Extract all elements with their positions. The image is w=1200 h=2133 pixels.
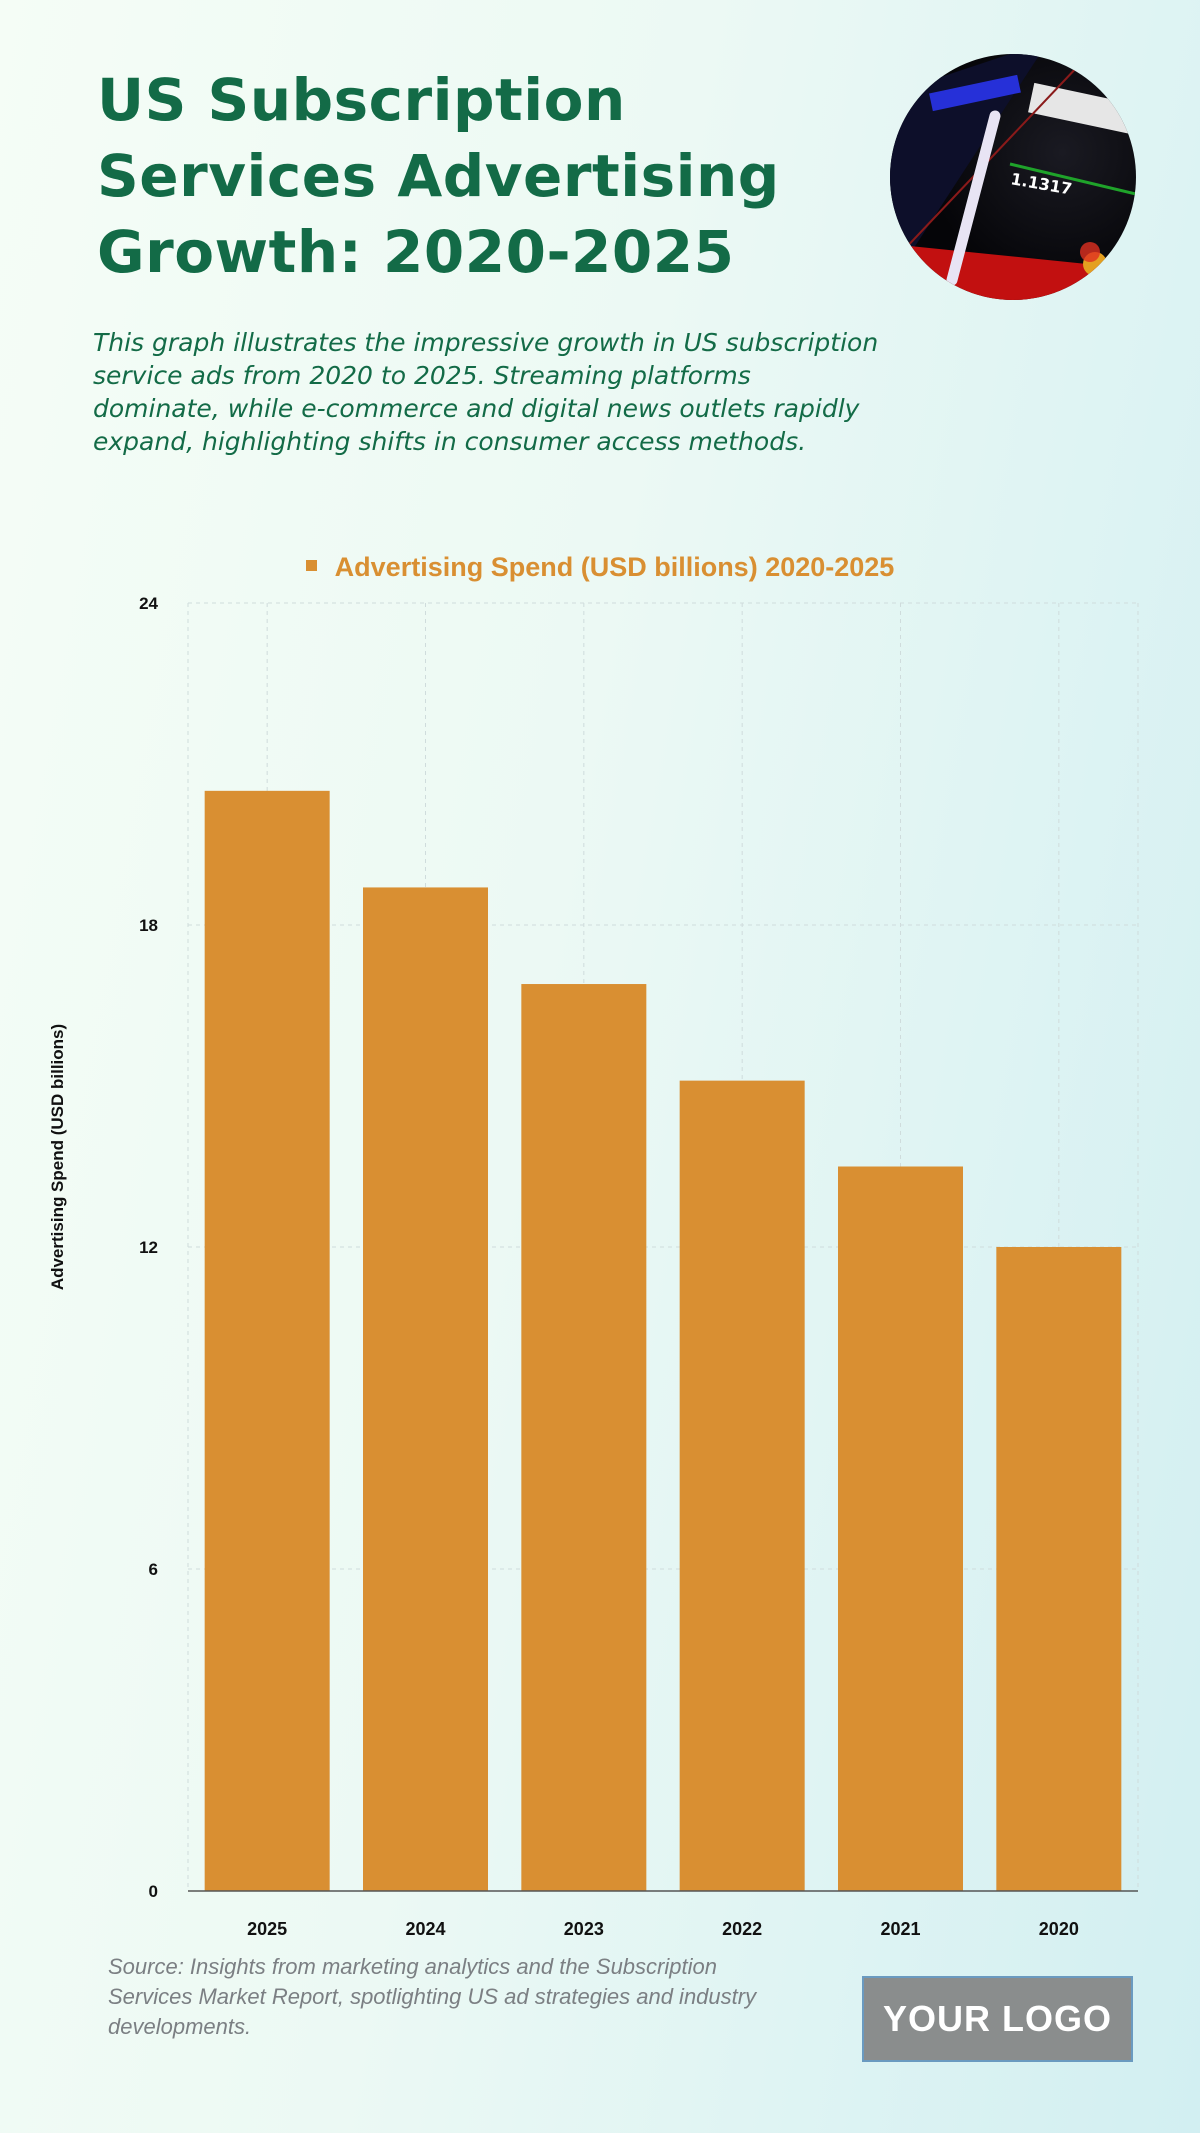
chart-legend: Advertising Spend (USD billions) 2020-20… [0, 552, 1200, 583]
bar-2025 [204, 790, 330, 1892]
y-tick-label: 0 [149, 1882, 158, 1901]
bar-2021 [838, 1166, 963, 1891]
x-tick-label: 2021 [880, 1919, 920, 1939]
bar-2024 [363, 887, 488, 1891]
legend-label: Advertising Spend (USD billions) 2020-20… [334, 552, 895, 582]
logo-placeholder: YOUR LOGO [862, 1976, 1133, 2062]
x-tick-label: 2020 [1039, 1919, 1079, 1939]
legend-swatch [305, 560, 317, 572]
x-tick-label: 2024 [405, 1919, 445, 1939]
y-tick-label: 6 [149, 1560, 158, 1579]
bar-2023 [521, 984, 647, 1891]
x-tick-label: 2025 [247, 1919, 287, 1939]
y-axis-title: Advertising Spend (USD billions) [48, 1023, 67, 1291]
x-tick-label: 2023 [564, 1919, 604, 1939]
finance-screen-photo: 1.1317 [890, 54, 1136, 300]
y-tick-label: 12 [139, 1238, 158, 1257]
y-tick-label: 18 [139, 916, 158, 935]
bar-2022 [679, 1080, 805, 1891]
x-tick-label: 2022 [722, 1919, 762, 1939]
bar-2020 [996, 1247, 1122, 1891]
page-title: US Subscription Services Advertising Gro… [97, 66, 780, 286]
page-subtitle: This graph illustrates the impressive gr… [93, 328, 879, 456]
source-note: Source: Insights from marketing analytic… [108, 1954, 757, 2039]
y-tick-label: 24 [139, 594, 158, 613]
